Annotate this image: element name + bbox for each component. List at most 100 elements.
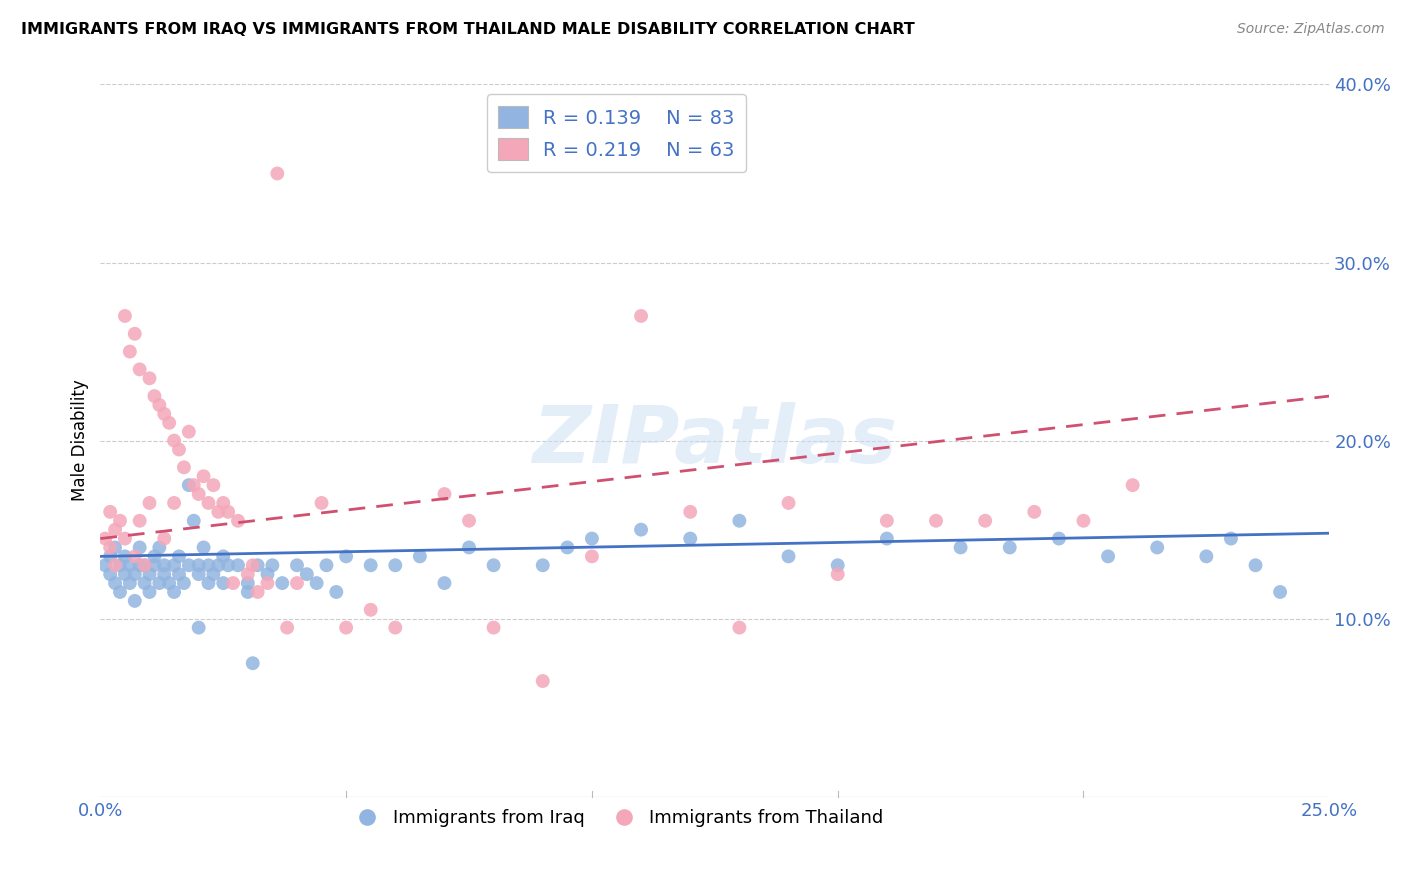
- Point: [143, 549, 166, 564]
- Point: [557, 541, 579, 555]
- Point: [236, 567, 259, 582]
- Point: [236, 576, 259, 591]
- Point: [148, 541, 170, 555]
- Point: [138, 371, 160, 385]
- Point: [167, 549, 190, 564]
- Point: [242, 558, 264, 573]
- Point: [183, 478, 205, 492]
- Point: [311, 496, 333, 510]
- Point: [148, 576, 170, 591]
- Point: [226, 514, 249, 528]
- Point: [236, 585, 259, 599]
- Point: [157, 576, 180, 591]
- Point: [285, 558, 308, 573]
- Point: [173, 460, 195, 475]
- Point: [949, 541, 972, 555]
- Point: [246, 585, 269, 599]
- Point: [876, 514, 898, 528]
- Point: [360, 603, 382, 617]
- Point: [118, 344, 141, 359]
- Point: [409, 549, 432, 564]
- Point: [163, 585, 186, 599]
- Point: [124, 326, 146, 341]
- Point: [778, 549, 800, 564]
- Point: [163, 434, 186, 448]
- Point: [187, 487, 209, 501]
- Point: [1073, 514, 1095, 528]
- Point: [118, 576, 141, 591]
- Point: [222, 576, 245, 591]
- Point: [335, 549, 357, 564]
- Point: [212, 549, 235, 564]
- Point: [384, 621, 406, 635]
- Point: [360, 558, 382, 573]
- Point: [124, 594, 146, 608]
- Point: [876, 532, 898, 546]
- Point: [98, 549, 121, 564]
- Point: [138, 567, 160, 582]
- Point: [98, 567, 121, 582]
- Point: [262, 558, 284, 573]
- Point: [679, 532, 702, 546]
- Point: [325, 585, 347, 599]
- Point: [256, 576, 278, 591]
- Point: [167, 567, 190, 582]
- Point: [197, 496, 219, 510]
- Point: [778, 496, 800, 510]
- Point: [305, 576, 328, 591]
- Point: [197, 558, 219, 573]
- Point: [134, 558, 156, 573]
- Legend: Immigrants from Iraq, Immigrants from Thailand: Immigrants from Iraq, Immigrants from Th…: [342, 802, 891, 834]
- Point: [384, 558, 406, 573]
- Point: [1047, 532, 1070, 546]
- Point: [138, 496, 160, 510]
- Point: [315, 558, 337, 573]
- Point: [143, 389, 166, 403]
- Point: [1146, 541, 1168, 555]
- Point: [114, 567, 136, 582]
- Y-axis label: Male Disability: Male Disability: [72, 380, 89, 501]
- Point: [193, 469, 215, 483]
- Point: [1097, 549, 1119, 564]
- Point: [104, 558, 127, 573]
- Point: [1122, 478, 1144, 492]
- Point: [531, 673, 554, 688]
- Point: [124, 567, 146, 582]
- Point: [157, 416, 180, 430]
- Point: [202, 478, 225, 492]
- Point: [104, 523, 127, 537]
- Point: [187, 558, 209, 573]
- Point: [197, 576, 219, 591]
- Point: [183, 514, 205, 528]
- Point: [98, 505, 121, 519]
- Point: [134, 576, 156, 591]
- Point: [256, 567, 278, 582]
- Point: [458, 514, 481, 528]
- Point: [925, 514, 948, 528]
- Point: [104, 576, 127, 591]
- Text: Source: ZipAtlas.com: Source: ZipAtlas.com: [1237, 22, 1385, 37]
- Point: [217, 558, 239, 573]
- Point: [193, 541, 215, 555]
- Point: [167, 442, 190, 457]
- Point: [246, 558, 269, 573]
- Point: [94, 532, 117, 546]
- Point: [335, 621, 357, 635]
- Point: [153, 558, 176, 573]
- Point: [128, 362, 150, 376]
- Point: [1024, 505, 1046, 519]
- Point: [108, 585, 131, 599]
- Point: [128, 541, 150, 555]
- Point: [148, 398, 170, 412]
- Point: [177, 425, 200, 439]
- Point: [271, 576, 294, 591]
- Point: [531, 558, 554, 573]
- Point: [1219, 532, 1241, 546]
- Point: [128, 558, 150, 573]
- Point: [98, 541, 121, 555]
- Point: [217, 505, 239, 519]
- Point: [1195, 549, 1218, 564]
- Point: [728, 514, 751, 528]
- Point: [177, 478, 200, 492]
- Point: [581, 549, 603, 564]
